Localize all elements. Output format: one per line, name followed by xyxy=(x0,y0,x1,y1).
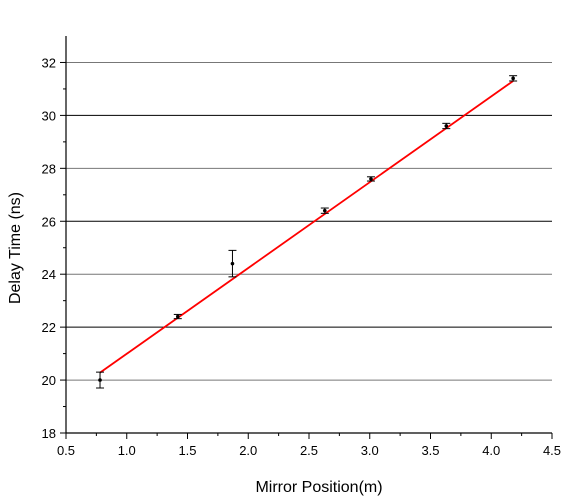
ticks-layer xyxy=(60,61,553,439)
x-tick-label: 3.5 xyxy=(421,443,439,458)
y-tick-label: 26 xyxy=(42,214,56,229)
x-tick-label: 4.5 xyxy=(543,443,561,458)
x-tick-label: 1.5 xyxy=(178,443,196,458)
fit-line xyxy=(99,80,514,374)
data-point-6 xyxy=(511,76,515,81)
data-point-0 xyxy=(98,378,102,382)
y-tick-label: 28 xyxy=(42,161,56,176)
x-tick-label: 3.0 xyxy=(361,443,379,458)
data-point-3 xyxy=(322,208,327,213)
y-axis-title: Delay Time (ns) xyxy=(7,192,24,304)
axes-layer xyxy=(65,36,552,434)
y-tick-label: 32 xyxy=(42,55,56,70)
data-point-2 xyxy=(230,261,235,266)
fit-layer xyxy=(99,80,514,374)
data-point-1 xyxy=(175,314,180,319)
data-point-5 xyxy=(444,124,449,128)
x-tick-label: 2.5 xyxy=(300,443,318,458)
y-tick-label: 30 xyxy=(42,108,56,123)
data-point-4 xyxy=(369,177,373,181)
grid-layer xyxy=(66,61,552,381)
points-layer xyxy=(96,75,518,389)
x-tick-label: 2.0 xyxy=(239,443,257,458)
y-tick-label: 18 xyxy=(42,426,56,441)
x-tick-label: 0.5 xyxy=(57,443,75,458)
y-tick-label: 24 xyxy=(42,267,56,282)
x-axis-title: Mirror Position(m) xyxy=(255,479,382,496)
x-tick-label: 4.0 xyxy=(482,443,500,458)
y-tick-label: 22 xyxy=(42,320,56,335)
y-tick-label: 20 xyxy=(42,373,56,388)
x-tick-label: 1.0 xyxy=(118,443,136,458)
labels-layer: 0.5 1.0 1.5 2.0 2.5 3.0 3.5 4.0 4.5 18 20 22 24 26 28 3… xyxy=(42,55,562,458)
